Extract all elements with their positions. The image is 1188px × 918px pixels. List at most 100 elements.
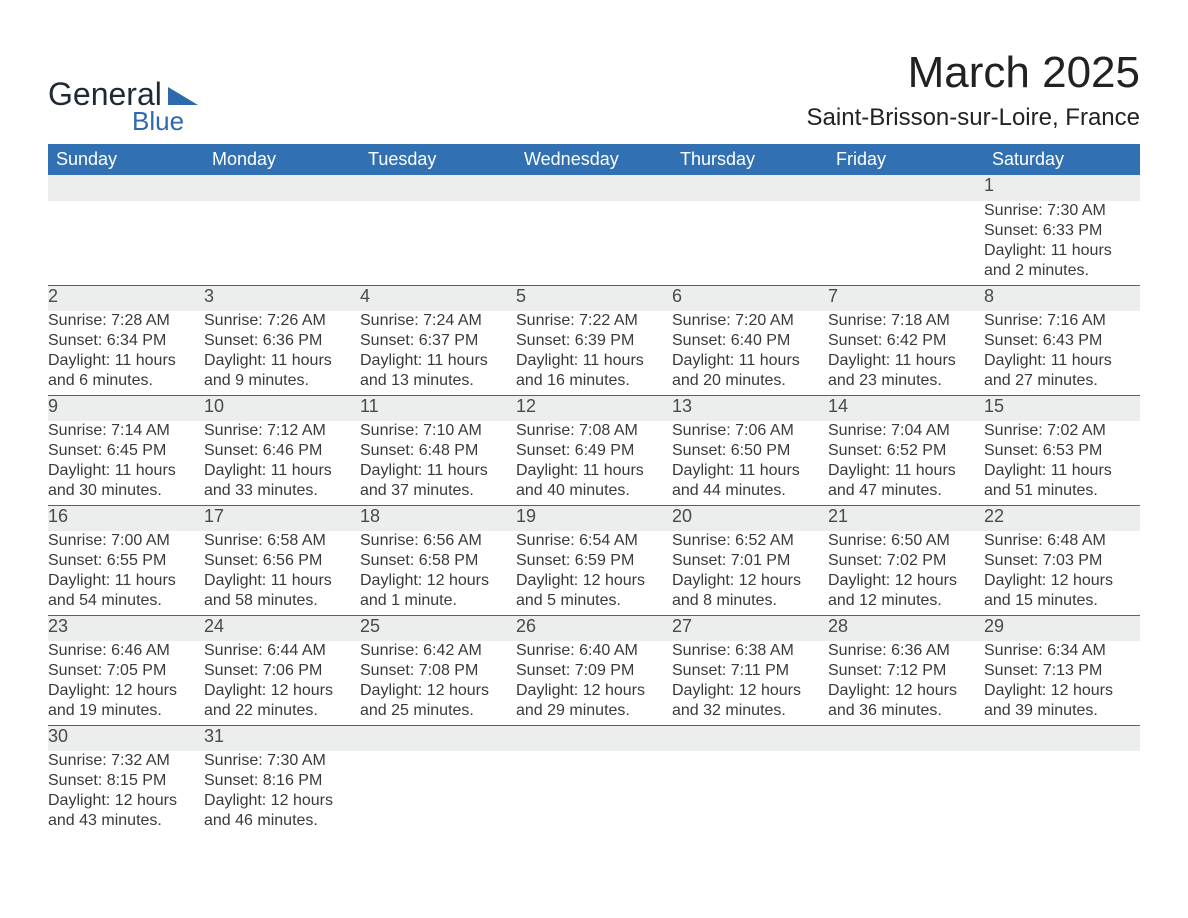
sunset-line: Sunset: 7:02 PM [828,551,984,571]
sunrise-line: Sunrise: 6:50 AM [828,531,984,551]
day-detail-cell: Sunrise: 7:00 AMSunset: 6:55 PMDaylight:… [48,531,204,615]
day-detail-cell [672,201,828,285]
daylight-line: Daylight: 11 hours and 58 minutes. [204,571,360,611]
day-detail-cell: Sunrise: 7:22 AMSunset: 6:39 PMDaylight:… [516,311,672,395]
day-number-cell: 12 [516,395,672,421]
day-detail-cell: Sunrise: 7:08 AMSunset: 6:49 PMDaylight:… [516,421,672,505]
daylight-line: Daylight: 12 hours and 15 minutes. [984,571,1140,611]
day-number-cell: 19 [516,505,672,531]
day-number-cell: 10 [204,395,360,421]
sunrise-line: Sunrise: 7:20 AM [672,311,828,331]
day-number-cell: 24 [204,615,360,641]
day-number-cell: 22 [984,505,1140,531]
daylight-line: Daylight: 11 hours and 2 minutes. [984,241,1140,281]
sunset-line: Sunset: 6:58 PM [360,551,516,571]
page-title: March 2025 [807,48,1140,98]
weekday-header: Sunday [48,144,204,175]
day-detail-cell: Sunrise: 7:18 AMSunset: 6:42 PMDaylight:… [828,311,984,395]
day-detail-cell: Sunrise: 7:04 AMSunset: 6:52 PMDaylight:… [828,421,984,505]
day-number-row: 9101112131415 [48,395,1140,421]
day-number-cell [828,725,984,751]
daylight-line: Daylight: 11 hours and 33 minutes. [204,461,360,501]
day-detail-cell: Sunrise: 6:38 AMSunset: 7:11 PMDaylight:… [672,641,828,725]
sunrise-line: Sunrise: 7:08 AM [516,421,672,441]
day-detail-cell: Sunrise: 7:02 AMSunset: 6:53 PMDaylight:… [984,421,1140,505]
sunrise-line: Sunrise: 7:00 AM [48,531,204,551]
sunrise-line: Sunrise: 7:22 AM [516,311,672,331]
sunrise-line: Sunrise: 7:02 AM [984,421,1140,441]
sunrise-line: Sunrise: 7:06 AM [672,421,828,441]
sunset-line: Sunset: 6:50 PM [672,441,828,461]
sunset-line: Sunset: 6:39 PM [516,331,672,351]
sunrise-line: Sunrise: 7:18 AM [828,311,984,331]
sunset-line: Sunset: 6:33 PM [984,221,1140,241]
title-block: March 2025 Saint-Brisson-sur-Loire, Fran… [807,48,1140,132]
day-number-cell [828,175,984,201]
sunset-line: Sunset: 6:46 PM [204,441,360,461]
weekday-header: Monday [204,144,360,175]
weekday-header: Tuesday [360,144,516,175]
sunrise-line: Sunrise: 6:46 AM [48,641,204,661]
sunset-line: Sunset: 6:49 PM [516,441,672,461]
sunset-line: Sunset: 6:59 PM [516,551,672,571]
day-detail-cell [984,751,1140,835]
day-number-cell: 26 [516,615,672,641]
day-number-cell: 13 [672,395,828,421]
day-number-row: 23242526272829 [48,615,1140,641]
sunrise-line: Sunrise: 7:30 AM [204,751,360,771]
sunrise-line: Sunrise: 7:24 AM [360,311,516,331]
sunset-line: Sunset: 7:09 PM [516,661,672,681]
sunrise-line: Sunrise: 7:12 AM [204,421,360,441]
day-number-cell: 5 [516,285,672,311]
day-number-cell: 30 [48,725,204,751]
sunrise-line: Sunrise: 7:28 AM [48,311,204,331]
day-number-cell [516,175,672,201]
sunset-line: Sunset: 6:48 PM [360,441,516,461]
sunrise-line: Sunrise: 6:44 AM [204,641,360,661]
logo: General Blue [48,48,198,134]
sunrise-line: Sunrise: 6:56 AM [360,531,516,551]
day-number-cell [672,725,828,751]
day-detail-cell: Sunrise: 7:32 AMSunset: 8:15 PMDaylight:… [48,751,204,835]
sunset-line: Sunset: 7:06 PM [204,661,360,681]
daylight-line: Daylight: 11 hours and 44 minutes. [672,461,828,501]
sunset-line: Sunset: 7:01 PM [672,551,828,571]
logo-word-2: Blue [48,108,198,134]
sunset-line: Sunset: 7:03 PM [984,551,1140,571]
sunset-line: Sunset: 6:34 PM [48,331,204,351]
day-number-cell [48,175,204,201]
daylight-line: Daylight: 11 hours and 13 minutes. [360,351,516,391]
day-number-cell: 14 [828,395,984,421]
day-number-cell [204,175,360,201]
daylight-line: Daylight: 11 hours and 30 minutes. [48,461,204,501]
day-detail-cell: Sunrise: 6:40 AMSunset: 7:09 PMDaylight:… [516,641,672,725]
day-number-cell: 28 [828,615,984,641]
day-detail-cell: Sunrise: 6:48 AMSunset: 7:03 PMDaylight:… [984,531,1140,615]
weekday-header: Thursday [672,144,828,175]
day-detail-cell: Sunrise: 7:28 AMSunset: 6:34 PMDaylight:… [48,311,204,395]
sunrise-line: Sunrise: 7:14 AM [48,421,204,441]
day-number-cell: 17 [204,505,360,531]
weekday-header: Saturday [984,144,1140,175]
sunrise-line: Sunrise: 7:26 AM [204,311,360,331]
weekday-header: Friday [828,144,984,175]
day-detail-cell [516,201,672,285]
sunrise-line: Sunrise: 6:58 AM [204,531,360,551]
day-number-cell: 11 [360,395,516,421]
day-number-row: 3031 [48,725,1140,751]
daylight-line: Daylight: 12 hours and 8 minutes. [672,571,828,611]
day-number-cell [516,725,672,751]
daylight-line: Daylight: 12 hours and 29 minutes. [516,681,672,721]
sunset-line: Sunset: 6:37 PM [360,331,516,351]
day-detail-cell: Sunrise: 6:58 AMSunset: 6:56 PMDaylight:… [204,531,360,615]
calendar-table: Sunday Monday Tuesday Wednesday Thursday… [48,144,1140,835]
daylight-line: Daylight: 12 hours and 1 minute. [360,571,516,611]
day-number-row: 16171819202122 [48,505,1140,531]
day-detail-row: Sunrise: 7:14 AMSunset: 6:45 PMDaylight:… [48,421,1140,505]
sunset-line: Sunset: 7:11 PM [672,661,828,681]
day-detail-cell [828,201,984,285]
day-detail-cell: Sunrise: 6:44 AMSunset: 7:06 PMDaylight:… [204,641,360,725]
day-number-cell: 15 [984,395,1140,421]
day-detail-cell [360,751,516,835]
sunrise-line: Sunrise: 6:38 AM [672,641,828,661]
